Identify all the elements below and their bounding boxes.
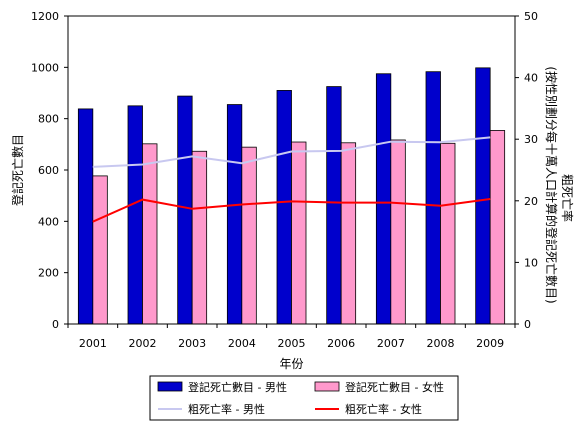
bar	[177, 95, 193, 325]
x-tick-label: 2009	[476, 337, 504, 350]
x-tick-label: 2007	[377, 337, 405, 350]
bar	[92, 175, 108, 325]
series-line	[92, 136, 491, 168]
y-axis-label: 登記死亡數目	[10, 134, 25, 206]
legend-label: 登記死亡數目 - 男性	[188, 380, 287, 394]
legend-swatch	[157, 381, 183, 392]
right-axis-ticks: 0 10 20 30 40 50	[515, 10, 538, 331]
bar	[390, 139, 406, 325]
legend-label: 粗死亡率 - 女性	[345, 402, 422, 416]
x-tick-label: 2005	[278, 337, 306, 350]
y2-tick-label: 40	[524, 72, 538, 85]
bar	[77, 108, 94, 325]
y-tick-label: 0	[52, 318, 59, 331]
bar	[142, 143, 158, 325]
y2-tick-label: 50	[524, 10, 538, 23]
bar	[191, 150, 208, 325]
x-axis-label: 年份	[279, 357, 303, 371]
y2-tick-label: 0	[524, 318, 531, 331]
plot-area	[67, 15, 516, 325]
bar	[241, 146, 257, 325]
legend-box	[149, 375, 459, 421]
y-tick-label: 1200	[31, 10, 59, 23]
x-tick-label: 2001	[79, 337, 107, 350]
bar	[291, 141, 307, 325]
y2-tick-label: 20	[524, 195, 538, 208]
y-tick-label: 1000	[31, 61, 59, 74]
y-tick-label: 600	[38, 164, 59, 177]
y-tick-label: 800	[38, 113, 59, 126]
y2-axis-label-line1: 粗死亡率	[560, 174, 575, 222]
y2-tick-label: 30	[524, 133, 538, 146]
legend-label: 粗死亡率 - 男性	[188, 402, 265, 416]
lines	[92, 136, 491, 223]
y2-axis-label-line2: (按性別劃分每十萬人口計算的登記死亡數目)	[544, 66, 559, 303]
y2-tick-label: 10	[524, 256, 538, 269]
bar	[489, 130, 506, 325]
x-tick-label: 2006	[327, 337, 355, 350]
x-tick-label: 2002	[129, 337, 157, 350]
bars	[77, 67, 506, 325]
bar	[475, 67, 491, 325]
bar	[425, 71, 441, 325]
y-tick-label: 400	[38, 215, 59, 228]
series-line	[92, 198, 491, 223]
bar	[326, 86, 342, 325]
y-tick-label: 200	[38, 267, 59, 280]
legend-label: 登記死亡數目 - 女性	[345, 380, 444, 394]
bar	[440, 142, 456, 325]
x-tick-label: 2004	[228, 337, 256, 350]
x-axis-ticks: 2001 2002 2003 2004 2005 2006 2007 2008 2009	[67, 324, 516, 350]
left-axis-ticks: 0 200 400 600 800 1000 1200	[31, 10, 68, 331]
bar	[276, 90, 292, 325]
x-tick-label: 2008	[427, 337, 455, 350]
x-tick-label: 2003	[178, 337, 206, 350]
bar	[226, 104, 243, 325]
legend-swatch	[314, 381, 340, 392]
bar	[127, 105, 143, 325]
bar	[375, 73, 392, 325]
bar	[340, 142, 357, 325]
